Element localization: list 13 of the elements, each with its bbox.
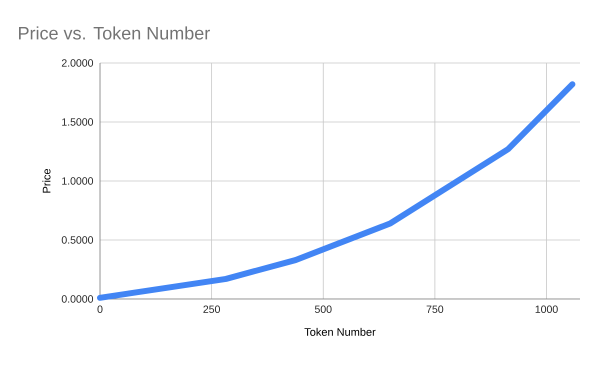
y-tick-label: 0.5000 [62, 236, 94, 244]
chart-title: Price vs. Token Number [19, 26, 210, 40]
y-tick-label: 2.0000 [62, 59, 94, 67]
x-tick-label: 1000 [536, 306, 558, 313]
y-tick-label: 0.0000 [62, 295, 94, 303]
x-tick-label: 250 [203, 306, 220, 313]
x-tick-label: 750 [426, 306, 444, 313]
x-tick-label: 500 [314, 306, 332, 313]
x-tick-label: 0 [97, 306, 103, 313]
y-axis-title: Price [42, 168, 50, 193]
x-axis-title: Token Number [304, 328, 376, 336]
y-tick-label: 1.0000 [62, 177, 94, 185]
y-tick-label: 1.5000 [62, 118, 94, 126]
